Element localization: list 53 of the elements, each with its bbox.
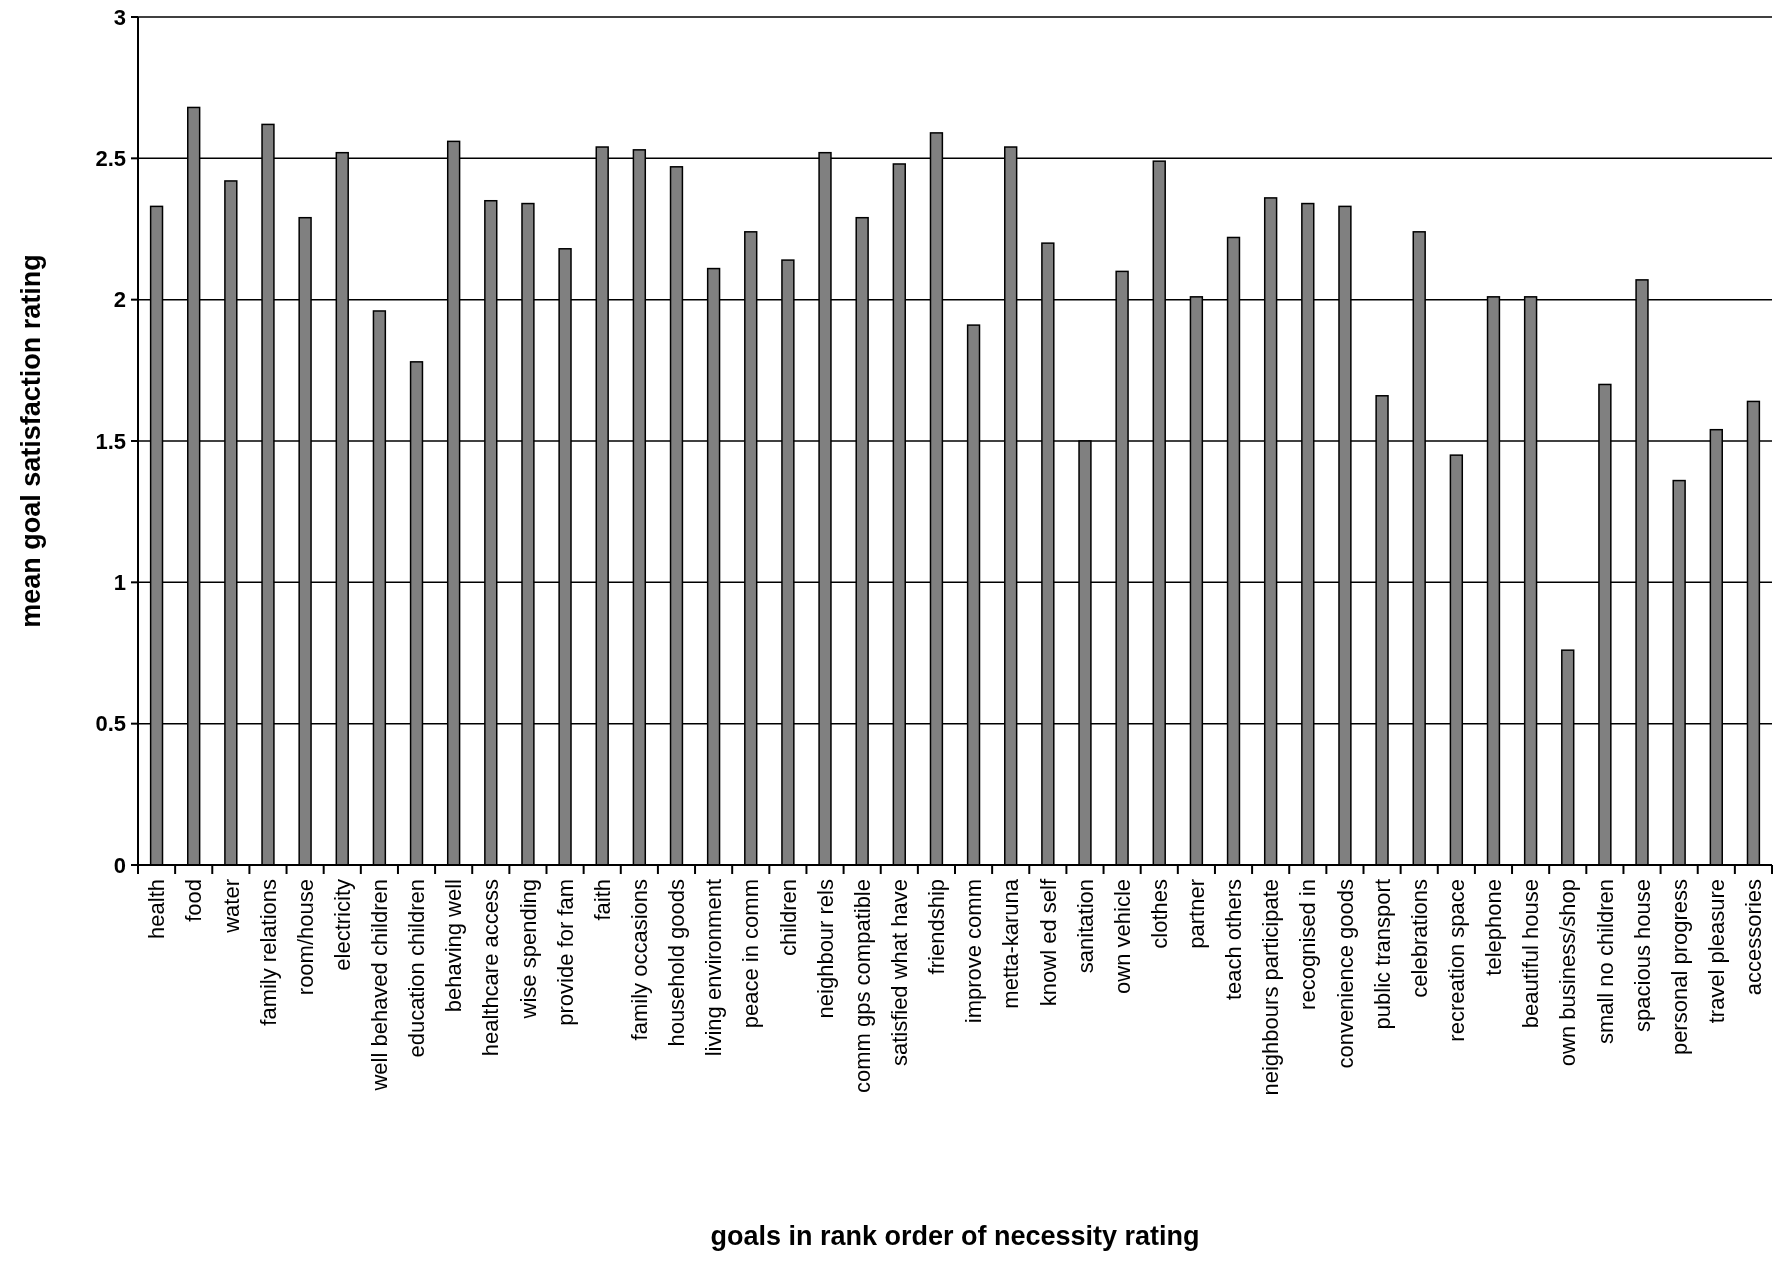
x-tick-label: partner	[1184, 879, 1210, 949]
y-tick-label: 1	[113, 570, 126, 596]
x-tick-label: friendship	[924, 879, 950, 975]
x-tick-label: family occasions	[627, 879, 653, 1041]
x-tick-label: own vehicle	[1109, 879, 1135, 994]
x-tick-label: provide for fam	[552, 879, 578, 1026]
x-tick-label: telephone	[1481, 879, 1507, 976]
x-tick-label: metta-karuna	[998, 878, 1024, 1009]
x-tick-label: well behaved children	[367, 879, 393, 1092]
x-tick-label: accessories	[1741, 879, 1767, 996]
x-tick-label: own business/shop	[1555, 879, 1581, 1067]
x-tick-label: recreation space	[1444, 879, 1470, 1042]
x-tick-label: electricity	[329, 879, 355, 971]
x-tick-label: celebrations	[1406, 879, 1432, 998]
x-tick-label: room/house	[292, 879, 318, 996]
x-tick-label: education children	[404, 879, 430, 1058]
x-tick-label: improve comm	[961, 879, 987, 1024]
x-tick-label: household goods	[664, 879, 690, 1047]
y-tick-label: 2.5	[95, 146, 126, 172]
x-tick-label: convenience goods	[1332, 879, 1358, 1069]
y-tick-label: 0.5	[95, 711, 126, 737]
x-tick-label: peace in comm	[738, 879, 764, 1029]
x-tick-label: behaving well	[441, 879, 467, 1013]
x-tick-label: satisfied what have	[887, 879, 912, 1067]
x-axis-title: goals in rank order of necessity rating	[710, 1221, 1200, 1251]
y-tick-label: 2	[113, 287, 126, 313]
y-axis-title: mean goal satisfaction rating	[16, 254, 46, 628]
x-tick-label: faith	[589, 879, 615, 921]
x-tick-label: public transport	[1369, 879, 1395, 1030]
x-tick-label: health	[144, 879, 170, 939]
y-tick-label: 0	[113, 852, 126, 878]
x-tick-label: neighbour rels	[812, 879, 838, 1019]
x-tick-label: food	[181, 879, 207, 922]
x-tick-label: personal progress	[1666, 879, 1692, 1056]
x-tick-label: travel pleasure	[1704, 879, 1729, 1024]
x-tick-label: recognised in	[1295, 879, 1321, 1010]
x-tick-label: sanitation	[1072, 879, 1098, 974]
y-tick-label: 1.5	[95, 428, 126, 454]
x-tick-label: healthcare access	[478, 879, 504, 1057]
x-tick-label: beautiful house	[1518, 879, 1544, 1029]
x-tick-label: spacious house	[1629, 879, 1655, 1032]
x-tick-label: wise spending	[515, 879, 541, 1020]
x-tick-label: living environment	[701, 879, 727, 1057]
y-tick-label: 3	[113, 4, 126, 30]
x-tick-label: teach others	[1221, 879, 1247, 1001]
x-tick-label: comm gps compatible	[849, 879, 875, 1093]
x-tick-label: small no children	[1592, 879, 1618, 1045]
x-tick-label: knowl ed self	[1035, 878, 1061, 1007]
x-tick-label: water	[218, 879, 244, 934]
x-tick-label: family relations	[255, 879, 281, 1026]
x-tick-label: clothes	[1146, 879, 1172, 949]
x-tick-label: neighbours participate	[1258, 879, 1284, 1096]
x-tick-label: children	[775, 879, 801, 957]
